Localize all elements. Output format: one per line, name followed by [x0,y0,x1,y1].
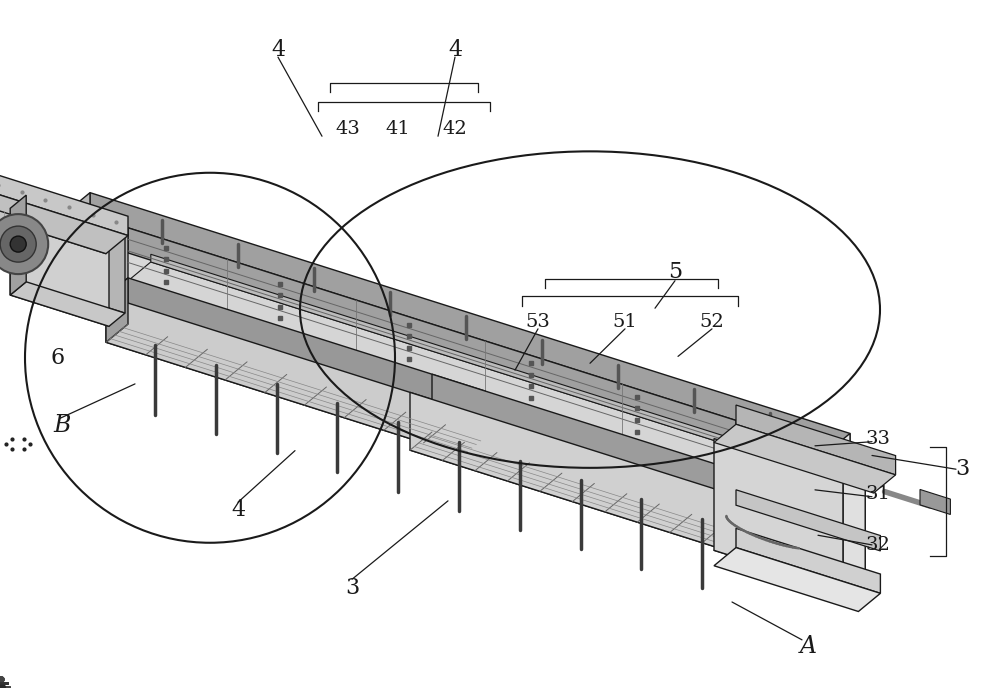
Text: 31: 31 [866,485,890,503]
Polygon shape [106,278,128,343]
Polygon shape [68,193,90,234]
Text: 33: 33 [866,430,891,448]
Polygon shape [0,185,25,238]
Polygon shape [736,405,896,475]
Polygon shape [714,424,896,493]
Text: 4: 4 [271,39,285,61]
Polygon shape [26,195,125,313]
Polygon shape [90,193,850,457]
Text: 32: 32 [866,536,890,554]
Polygon shape [151,255,774,460]
Polygon shape [736,490,880,551]
Text: 51: 51 [613,313,637,331]
Polygon shape [920,489,950,515]
Text: 6: 6 [51,347,65,369]
Polygon shape [128,278,485,438]
Text: 3: 3 [955,458,969,480]
Polygon shape [432,374,789,545]
Polygon shape [714,548,880,612]
Circle shape [0,226,36,262]
Polygon shape [843,462,865,591]
Polygon shape [68,211,828,475]
Polygon shape [736,528,880,593]
Polygon shape [0,167,106,254]
Polygon shape [129,277,774,493]
Text: 41: 41 [386,120,410,138]
Polygon shape [106,296,463,455]
Polygon shape [10,282,125,326]
Text: 42: 42 [443,120,467,138]
Polygon shape [106,246,790,513]
Polygon shape [790,444,812,513]
Text: 52: 52 [700,313,724,331]
Text: 43: 43 [336,120,360,138]
Text: 5: 5 [668,261,682,283]
Polygon shape [106,324,485,455]
Text: 53: 53 [526,313,550,331]
Polygon shape [828,433,850,475]
Text: B: B [53,413,71,437]
Text: 4: 4 [231,499,245,522]
Polygon shape [10,195,26,295]
Polygon shape [736,420,865,573]
Polygon shape [106,228,128,296]
Polygon shape [714,533,865,591]
Circle shape [10,236,26,252]
Polygon shape [128,228,812,495]
Polygon shape [410,432,789,563]
Circle shape [0,214,48,274]
Polygon shape [714,439,843,591]
Text: 3: 3 [345,577,359,599]
Polygon shape [68,216,850,475]
Text: A: A [800,635,816,658]
Polygon shape [10,208,109,326]
Polygon shape [0,149,128,235]
Polygon shape [106,278,812,513]
Polygon shape [129,262,774,477]
Polygon shape [151,270,774,475]
Polygon shape [410,392,767,563]
Text: 4: 4 [448,39,462,61]
Polygon shape [0,168,128,254]
